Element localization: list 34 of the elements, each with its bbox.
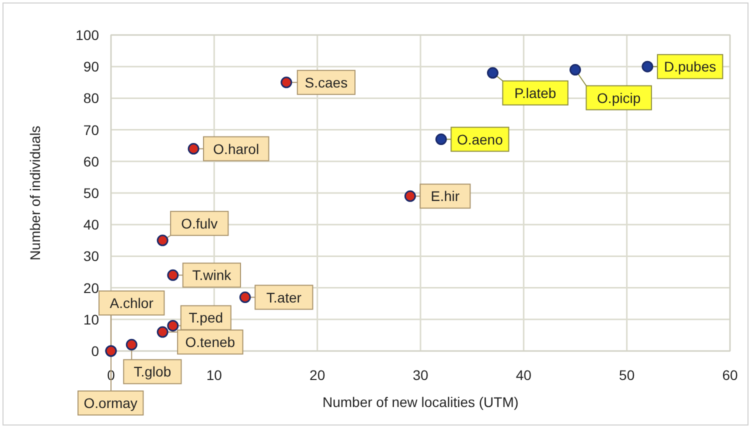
y-tick-label: 70: [83, 122, 100, 138]
annotation: T.glob: [134, 364, 172, 380]
annotation: D.pubes: [664, 58, 716, 75]
annotation: O.fulv: [181, 215, 218, 232]
annotation: O.teneb: [185, 334, 236, 350]
y-tick-label: 80: [83, 90, 100, 106]
y-tick-label: 10: [83, 311, 100, 328]
x-tick-label: 10: [206, 367, 222, 383]
x-axis-title: Number of new localities (UTM): [322, 394, 519, 410]
x-tick-label: 50: [619, 367, 635, 383]
x-tick-label: 60: [722, 367, 738, 383]
annotation: T.wink: [192, 267, 232, 284]
y-tick-label: 60: [83, 153, 100, 170]
annotation: O.aeno: [456, 131, 504, 148]
annotation: A.chlor: [110, 295, 154, 311]
y-axis-title: Number of individuals: [27, 126, 43, 260]
annotation: O.harol: [213, 140, 260, 157]
y-tick-label: 20: [83, 280, 100, 296]
annotation: O.ormay: [84, 395, 138, 411]
y-tick-label: 100: [76, 27, 100, 43]
annotation: S.caes: [304, 74, 348, 90]
annotation: P.lateb: [514, 84, 556, 101]
annotation: O.picip: [597, 90, 641, 106]
y-tick-label: 40: [83, 216, 100, 233]
y-tick-label: 50: [83, 185, 100, 201]
x-tick-label: 30: [412, 367, 428, 383]
y-tick-label: 90: [83, 58, 100, 75]
x-tick-label: 20: [310, 367, 326, 383]
annotation: E.hir: [430, 188, 460, 204]
annotation: T.ped: [188, 310, 224, 326]
annotation: T.ater: [266, 289, 302, 306]
y-tick-label: 0: [91, 343, 100, 359]
x-tick-label: 40: [516, 367, 532, 383]
y-tick-label: 30: [83, 248, 100, 264]
